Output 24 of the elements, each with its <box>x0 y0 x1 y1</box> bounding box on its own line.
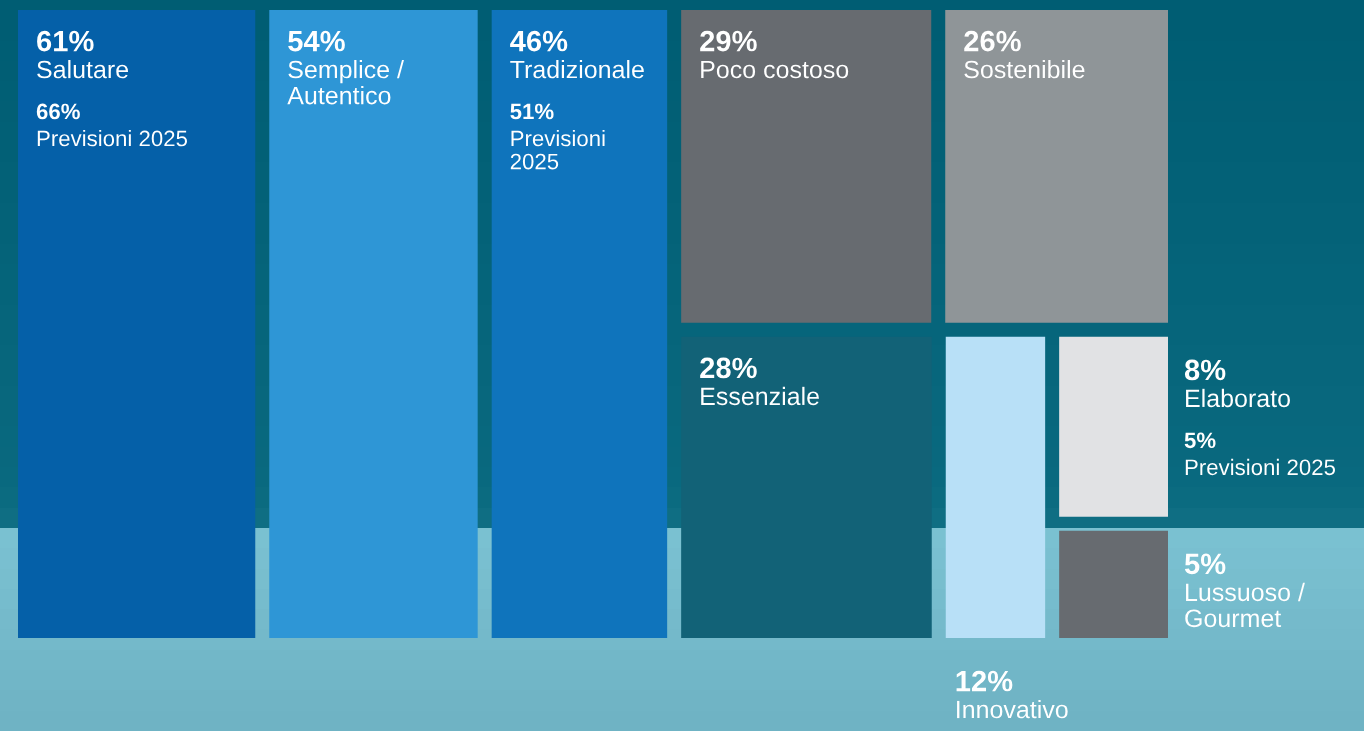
text: Previsioni 2025 <box>37 130 188 147</box>
category-label: Elaborato <box>1186 388 1290 408</box>
data-label: 66% <box>36 103 80 120</box>
data-label: 8% <box>1184 359 1226 381</box>
data-label: 61% <box>37 30 94 52</box>
category-label: Tradizionale <box>510 60 644 79</box>
category-label: Essenziale <box>701 386 819 406</box>
category-label: Lussuoso / Gourmet <box>1185 582 1305 628</box>
data-label: 29% <box>700 30 757 52</box>
category-label: Semplice / Autentico <box>287 60 404 105</box>
data-label: 26% <box>964 30 1021 52</box>
text: Previsioni 2025 <box>510 130 605 170</box>
category-label: Salutare <box>37 60 128 79</box>
data-label: 46% <box>510 30 568 52</box>
data-label: 51% <box>510 103 554 120</box>
data-label: 5% <box>1184 432 1216 449</box>
data-label: 12% <box>956 670 1013 692</box>
category-label: Innovativo <box>957 700 1068 719</box>
data-label: 5% <box>1184 553 1226 575</box>
category-label: Sostenibile <box>964 60 1085 79</box>
text: Previsioni 2025 <box>1185 458 1336 476</box>
category-label: Poco costoso <box>701 60 849 79</box>
data-label: 28% <box>700 357 757 379</box>
data-label: 54% <box>288 30 345 52</box>
